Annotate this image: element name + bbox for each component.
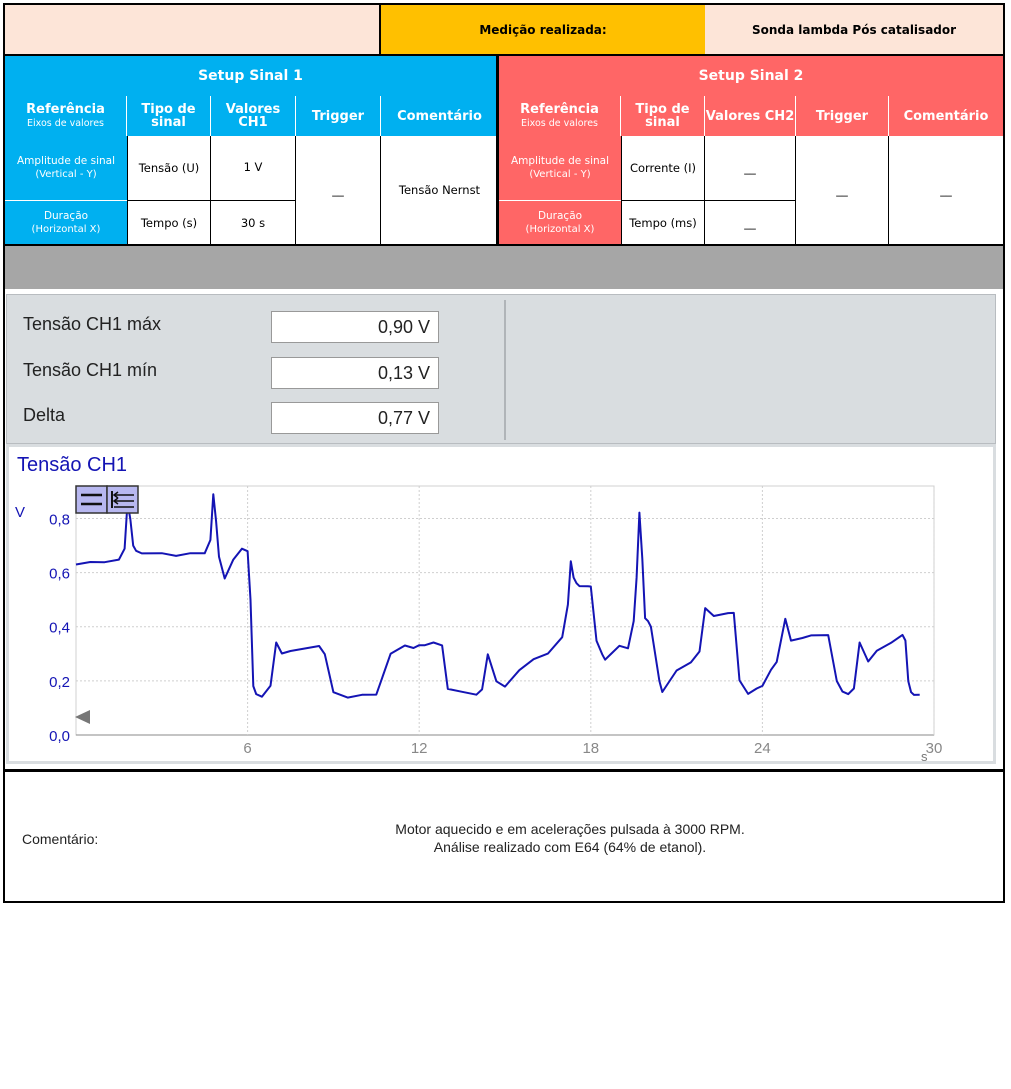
- y-axis-unit: V: [15, 504, 25, 521]
- max-value-field: 0,90 V: [271, 311, 439, 343]
- y-tick-label: 0,0: [49, 728, 70, 745]
- comment-line-2: Análise realizado com E64 (64% de etanol…: [433, 839, 707, 855]
- x-tick-label: 18: [582, 740, 599, 757]
- setup2-trigger-header: Trigger: [796, 96, 889, 136]
- setup2-row2-label: Duração (Horizontal X): [499, 201, 621, 244]
- cursor-arrows-icon[interactable]: [106, 485, 139, 514]
- setup-bottom-border: [5, 244, 1003, 246]
- plot-area: [75, 485, 935, 736]
- voltage-chart: Tensão CH1 V s 0,0 0,2 0,4 0,6 0,8 6 12 18 24 30: [15, 454, 942, 761]
- setup1-trigger: __: [296, 136, 381, 244]
- measurement-value: Sonda lambda Pós catalisador: [705, 5, 1003, 56]
- setup2-values-header: Valores CH2: [705, 96, 796, 136]
- setup1-comment: Tensão Nernst: [398, 183, 481, 197]
- chart-series: [75, 493, 920, 699]
- y-tick-label: 0,4: [49, 620, 70, 637]
- setup2-comment: __: [940, 183, 952, 197]
- chart-toolbar[interactable]: [75, 485, 139, 514]
- voltage-series-line: [75, 493, 920, 699]
- setup1-row2-value: 30 s: [211, 201, 296, 244]
- setup2-ref-header: Referência Eixos de valores: [499, 96, 621, 136]
- setup1-row1-value: 1 V: [211, 136, 296, 201]
- x-tick-label: 30: [926, 740, 943, 757]
- comment-text: Motor aquecido e em acelerações pulsada …: [305, 820, 835, 856]
- grey-band: [5, 246, 1003, 289]
- chart-grid: [75, 485, 935, 736]
- setup1-row2-type: Tempo (s): [127, 201, 211, 244]
- lines-toggle-icon[interactable]: [75, 485, 108, 514]
- setup2-row1-label: Amplitude de sinal (Vertical - Y): [499, 136, 621, 201]
- delta-value-field: 0,77 V: [271, 402, 439, 434]
- x-tick-label: 12: [411, 740, 428, 757]
- delta-label: Delta: [23, 405, 66, 425]
- measurement-label: Medição realizada:: [381, 5, 705, 56]
- setup1-comment-header: Comentário: [381, 96, 498, 136]
- y-tick-label: 0,2: [49, 674, 70, 691]
- setup2-row1-type: Corrente (I): [621, 136, 705, 201]
- setup1-title: Setup Sinal 1: [5, 56, 498, 96]
- setup1-row2-label: Duração (Horizontal X): [5, 201, 127, 244]
- setup1-type-header: Tipo de sinal: [127, 96, 211, 136]
- comment-top-border: [5, 769, 1003, 772]
- min-value-field: 0,13 V: [271, 357, 439, 389]
- setup2-trigger: __: [796, 136, 889, 244]
- setup2-row1-value: __: [705, 136, 796, 201]
- setup1-trigger-header: Trigger: [296, 96, 381, 136]
- chart-title: Tensão CH1: [17, 454, 127, 476]
- setup-divider: [496, 56, 499, 246]
- comment-line-1: Motor aquecido e em acelerações pulsada …: [395, 821, 745, 837]
- setup2-comment-header: Comentário: [889, 96, 1003, 136]
- setup1-values-header: Valores CH1: [211, 96, 296, 136]
- y-tick-label: 0,6: [49, 566, 70, 583]
- setup1-row1-label: Amplitude de sinal (Vertical - Y): [5, 136, 127, 201]
- measurement-panel-divider: [504, 300, 506, 440]
- chart-panel: Tensão CH1 V s 0,0 0,2 0,4 0,6 0,8 6 12 18 24 30: [6, 444, 996, 764]
- setup2-title: Setup Sinal 2: [499, 56, 1003, 96]
- zero-marker-icon: [75, 710, 90, 724]
- comment-label: Comentário:: [22, 831, 99, 847]
- setup2-row2-value: __: [705, 201, 796, 244]
- setup1-row1-type: Tensão (U): [127, 136, 211, 201]
- measurement-panel: Tensão CH1 máx 0,90 V Tensão CH1 mín 0,1…: [6, 294, 996, 444]
- y-tick-label: 0,8: [49, 511, 70, 528]
- x-tick-label: 6: [243, 740, 251, 757]
- setup2-type-header: Tipo de sinal: [621, 96, 705, 136]
- max-label: Tensão CH1 máx: [23, 314, 162, 334]
- header-blank: [5, 5, 381, 56]
- report-frame: Medição realizada: Sonda lambda Pós cata…: [3, 3, 1005, 903]
- min-label: Tensão CH1 mín: [23, 360, 158, 380]
- chart-ticks: 0,0 0,2 0,4 0,6 0,8 6 12 18 24 30: [49, 511, 942, 757]
- setup2-row2-type: Tempo (ms): [621, 201, 705, 244]
- setup1-ref-header: Referência Eixos de valores: [5, 96, 127, 136]
- x-axis-unit: s: [921, 749, 928, 761]
- x-tick-label: 24: [754, 740, 771, 757]
